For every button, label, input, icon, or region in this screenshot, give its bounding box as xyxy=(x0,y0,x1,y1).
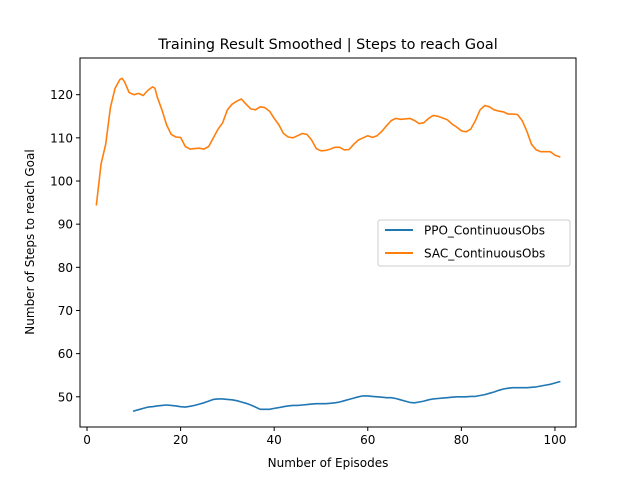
legend-frame xyxy=(377,219,571,267)
legend-label-ppo: PPO_ContinuousObs xyxy=(424,224,545,238)
y-tick-label: 50 xyxy=(58,390,73,404)
x-tick-label: 100 xyxy=(543,433,566,447)
legend: PPO_ContinuousObs SAC_ContinuousObs xyxy=(377,219,571,267)
x-tick-label: 80 xyxy=(454,433,469,447)
y-axis: 50 60 70 80 90 100 110 120 xyxy=(50,88,80,404)
plot-frame xyxy=(79,57,577,428)
y-tick-label: 90 xyxy=(58,218,73,232)
x-tick-label: 40 xyxy=(267,433,282,447)
legend-label-sac: SAC_ContinuousObs xyxy=(424,247,545,261)
y-tick-label: 80 xyxy=(58,261,73,275)
x-axis-label: Number of Episodes xyxy=(268,456,389,470)
chart-title: Training Result Smoothed | Steps to reac… xyxy=(157,37,497,53)
x-tick-label: 60 xyxy=(360,433,375,447)
y-tick-label: 110 xyxy=(50,131,73,145)
y-tick-label: 100 xyxy=(50,175,73,189)
y-tick-label: 120 xyxy=(50,88,73,102)
series-layer xyxy=(95,77,561,412)
x-axis: 0 20 40 60 80 100 xyxy=(83,427,566,447)
y-tick-label: 70 xyxy=(58,304,73,318)
y-axis-label: Number of Steps to reach Goal xyxy=(23,149,37,334)
x-tick-label: 0 xyxy=(83,433,91,447)
y-tick-label: 60 xyxy=(58,347,73,361)
x-tick-label: 20 xyxy=(173,433,188,447)
series-line-ppo xyxy=(132,380,561,412)
plot-area xyxy=(79,57,577,428)
series-line-sac xyxy=(95,77,561,206)
